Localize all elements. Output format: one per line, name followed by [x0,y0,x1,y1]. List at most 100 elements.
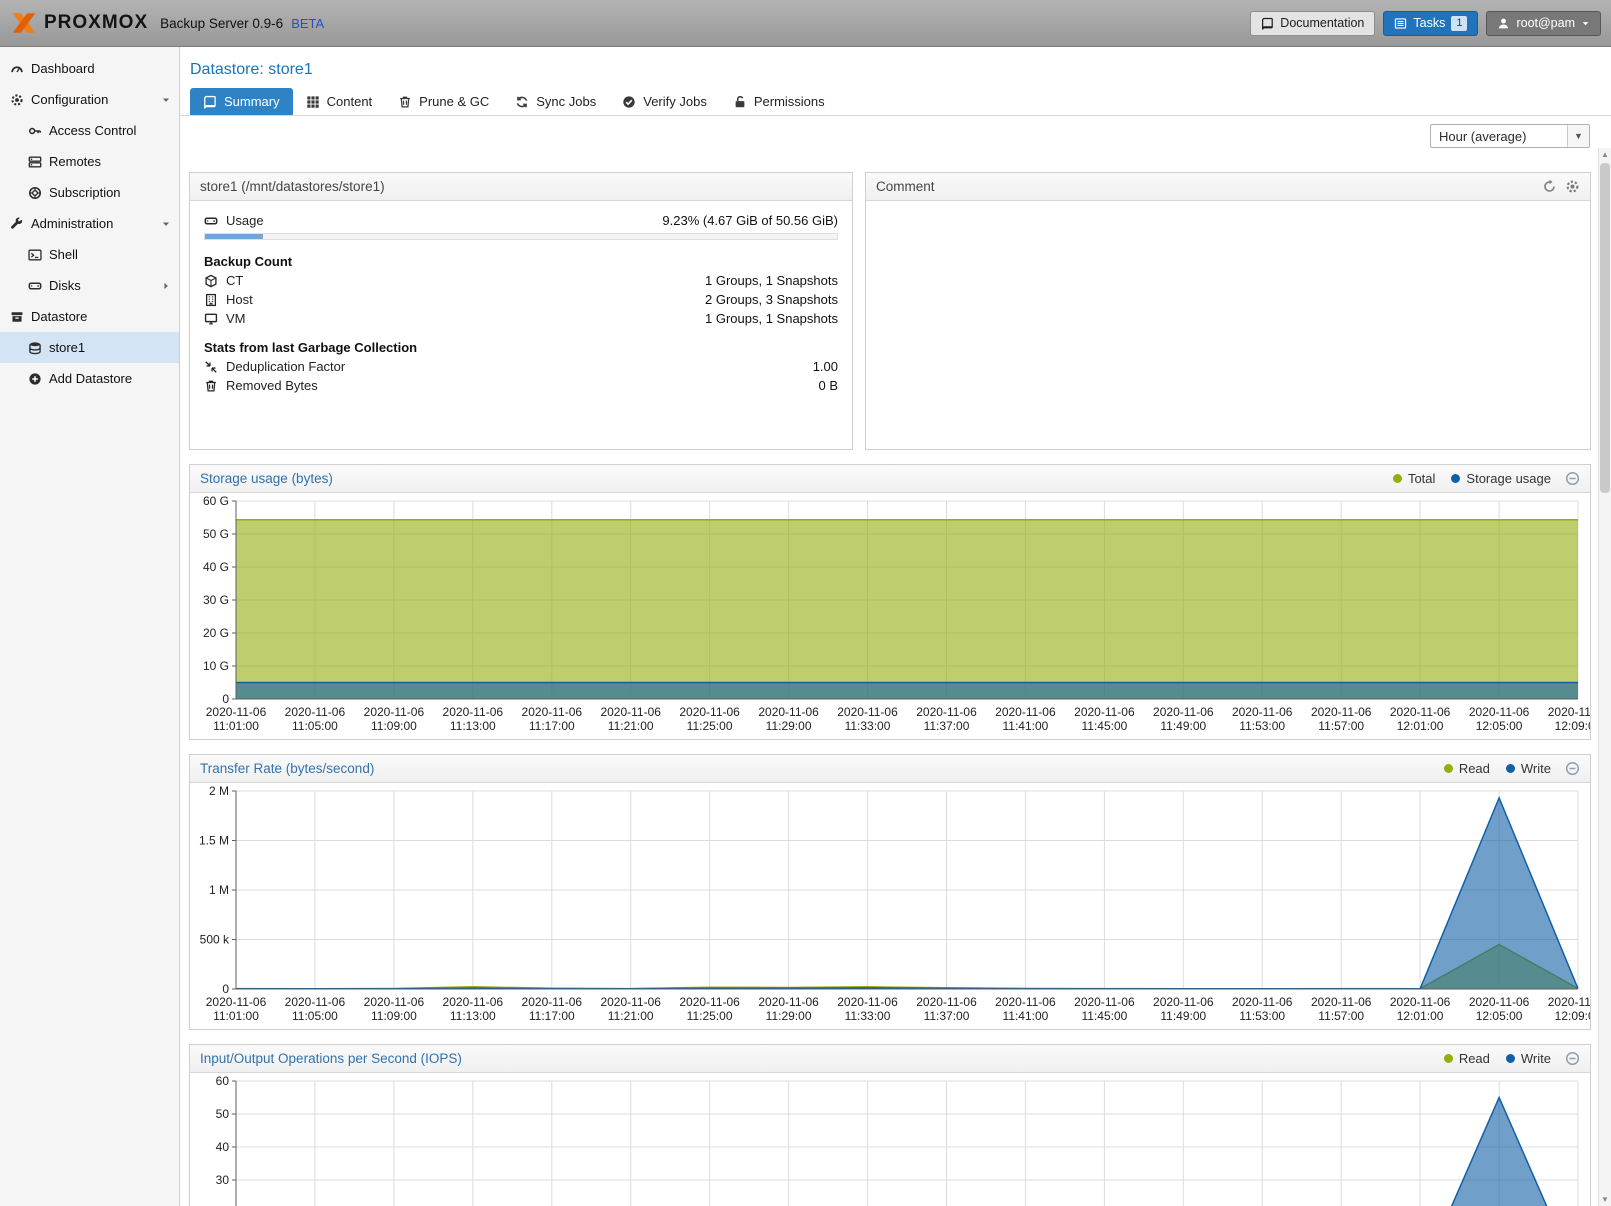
transfer-rate-chart-panel: Transfer Rate (bytes/second) Read Write 0… [189,754,1591,1030]
sidebar-item-shell[interactable]: Shell [0,239,179,270]
svg-text:11:17:00: 11:17:00 [529,1009,575,1023]
svg-text:2020-11-06: 2020-11-06 [1548,705,1590,719]
svg-text:12:01:00: 12:01:00 [1397,1009,1444,1023]
backup-count-header: Backup Count [204,254,293,269]
gc-stats-header: Stats from last Garbage Collection [204,340,418,355]
sidebar-item-access-control[interactable]: Access Control [0,115,179,146]
svg-text:11:37:00: 11:37:00 [924,1009,970,1023]
svg-text:2020-11-06: 2020-11-06 [206,995,267,1009]
svg-text:2020-11-06: 2020-11-06 [364,995,425,1009]
tab-content[interactable]: Content [293,88,386,115]
sidebar-item-datastore[interactable]: Datastore [0,301,179,332]
documentation-button[interactable]: Documentation [1250,10,1376,36]
legend-item-storage-usage[interactable]: Storage usage [1451,471,1551,486]
combo-trigger[interactable]: ▼ [1567,125,1589,147]
legend-item-write[interactable]: Write [1505,1051,1551,1066]
svg-text:11:37:00: 11:37:00 [924,719,970,733]
sidebar-item-subscription[interactable]: Subscription [0,177,179,208]
usage-progress [204,233,838,240]
svg-text:2020-11-06: 2020-11-06 [758,705,819,719]
svg-text:11:29:00: 11:29:00 [766,1009,812,1023]
header-actions: Documentation Tasks 1 root@pam [1250,10,1601,36]
vertical-scrollbar[interactable]: ▲ ▼ [1598,148,1611,1206]
svg-text:11:01:00: 11:01:00 [213,1009,259,1023]
svg-text:11:53:00: 11:53:00 [1239,1009,1285,1023]
book-icon [203,95,217,109]
legend-item-read[interactable]: Read [1443,761,1490,776]
svg-text:11:53:00: 11:53:00 [1239,719,1285,733]
panel-header: Comment [866,173,1590,201]
sidebar-item-store1[interactable]: store1 [0,332,179,363]
svg-text:2020-11-06: 2020-11-06 [1311,705,1372,719]
sidebar-nav: Dashboard Configuration Access Control R… [0,47,180,1206]
panel-title: Comment [876,179,935,194]
legend-item-total[interactable]: Total [1392,471,1435,486]
svg-text:2020-11-06: 2020-11-06 [679,995,740,1009]
iops-chart-panel: Input/Output Operations per Second (IOPS… [189,1044,1591,1206]
sidebar-item-configuration[interactable]: Configuration [0,84,179,115]
svg-text:12:01:00: 12:01:00 [1397,719,1444,733]
tab-sync-jobs[interactable]: Sync Jobs [502,88,609,115]
panel-title: store1 (/mnt/datastores/store1) [200,179,385,194]
grid-icon [306,95,320,109]
reload-icon[interactable] [1542,179,1557,194]
usage-value: 9.23% (4.67 GiB of 50.56 GiB) [662,213,838,228]
tab-prune-gc[interactable]: Prune & GC [385,88,502,115]
svg-text:2020-11-06: 2020-11-06 [522,705,583,719]
scrollbar-thumb[interactable] [1600,163,1610,493]
dedup-row: Deduplication Factor 1.00 [204,359,838,374]
tab-summary[interactable]: Summary [190,88,293,115]
sidebar-item-add-datastore[interactable]: Add Datastore [0,363,179,394]
iops-chart: 01020304050602020-11-0611:01:002020-11-0… [190,1073,1590,1206]
svg-text:60: 60 [216,1074,230,1088]
sidebar-item-administration[interactable]: Administration [0,208,179,239]
removed-bytes-row: Removed Bytes 0 B [204,378,838,393]
svg-text:11:29:00: 11:29:00 [766,719,812,733]
tasks-button[interactable]: Tasks 1 [1383,10,1479,36]
sidebar-item-disks[interactable]: Disks [0,270,179,301]
svg-text:2020-11-06: 2020-11-06 [364,705,425,719]
legend-item-read[interactable]: Read [1443,1051,1490,1066]
gear-icon[interactable] [1565,179,1580,194]
sidebar-item-remotes[interactable]: Remotes [0,146,179,177]
svg-text:40: 40 [216,1140,230,1154]
svg-text:2020-11-06: 2020-11-06 [443,705,504,719]
chevron-down-icon [161,95,171,105]
check-circle-icon [622,95,636,109]
legend-item-write[interactable]: Write [1505,761,1551,776]
svg-text:11:33:00: 11:33:00 [845,719,891,733]
sidebar-item-dashboard[interactable]: Dashboard [0,53,179,84]
legend-dot [1505,764,1515,773]
tab-permissions[interactable]: Permissions [720,88,838,115]
hdd-icon [204,214,218,228]
brand-text: PROXMOX [44,12,149,33]
user-menu-button[interactable]: root@pam [1486,10,1601,36]
top-bar: PROXMOX Backup Server 0.9-6 BETA Documen… [0,0,1611,47]
comment-body [866,201,1590,449]
beta-link[interactable]: BETA [291,15,325,31]
user-icon [1497,17,1510,30]
svg-text:11:25:00: 11:25:00 [687,719,733,733]
collapse-icon[interactable] [1565,471,1580,486]
svg-text:10 G: 10 G [203,659,229,673]
legend-dot [1443,764,1453,773]
tab-verify-jobs[interactable]: Verify Jobs [609,88,720,115]
scroll-down-arrow[interactable]: ▼ [1601,1195,1609,1204]
svg-text:500 k: 500 k [200,933,230,947]
usage-row: Usage 9.23% (4.67 GiB of 50.56 GiB) [204,213,838,228]
collapse-icon[interactable] [1565,1051,1580,1066]
svg-text:11:41:00: 11:41:00 [1002,1009,1048,1023]
scroll-up-arrow[interactable]: ▲ [1601,150,1609,159]
lifering-icon [28,186,42,200]
chart-legend: Total Storage usage [1377,471,1551,486]
svg-text:2020-11-06: 2020-11-06 [916,995,977,1009]
svg-text:1 M: 1 M [209,883,229,897]
svg-text:2020-11-06: 2020-11-06 [1390,705,1451,719]
collapse-icon[interactable] [1565,761,1580,776]
comment-panel: Comment [865,172,1591,450]
timeframe-select[interactable]: Hour (average) ▼ [1430,124,1590,148]
svg-text:11:45:00: 11:45:00 [1081,719,1127,733]
cube-icon [204,274,218,288]
svg-text:11:21:00: 11:21:00 [608,719,654,733]
